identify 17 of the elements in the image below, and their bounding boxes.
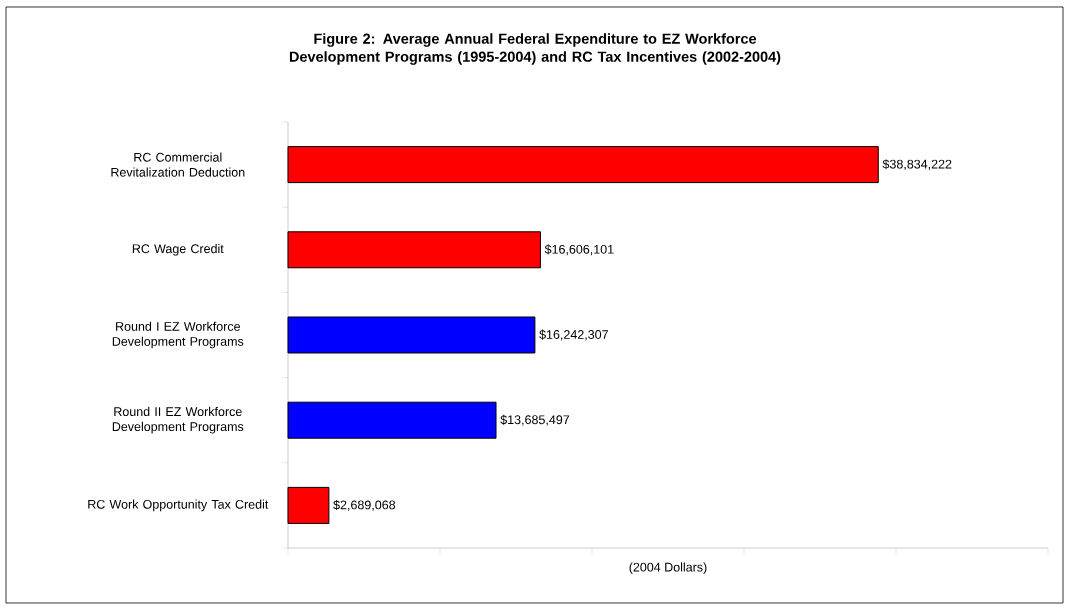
y-tick-label: RC Commercial Revitalization Deduction — [111, 152, 245, 177]
data-label: $16,242,307 — [539, 329, 608, 341]
chart-title: Figure 2: Average Annual Federal Expenditure to EZ Workforce Development Programs (1995-2004) and RC Tax Incentives (2002-2004) — [289, 33, 781, 65]
y-tick-label: Round II EZ Workforce Development Programs — [112, 406, 244, 434]
x-axis-title: (2004 Dollars) — [629, 562, 707, 575]
y-tick-label: RC Wage Credit — [132, 243, 224, 256]
data-label: $16,606,101 — [544, 244, 614, 256]
bar — [287, 231, 541, 269]
bar — [287, 486, 330, 524]
y-tick-label: Round I EZ Workforce Development Programs — [112, 321, 244, 349]
data-label: $13,685,497 — [500, 414, 570, 426]
data-label: $38,834,222 — [882, 159, 952, 171]
bar — [287, 146, 879, 184]
bar — [287, 316, 536, 354]
bar — [287, 401, 497, 439]
y-tick-label: RC Work Opportunity Tax Credit — [88, 499, 269, 512]
data-label: $2,689,068 — [333, 499, 396, 511]
